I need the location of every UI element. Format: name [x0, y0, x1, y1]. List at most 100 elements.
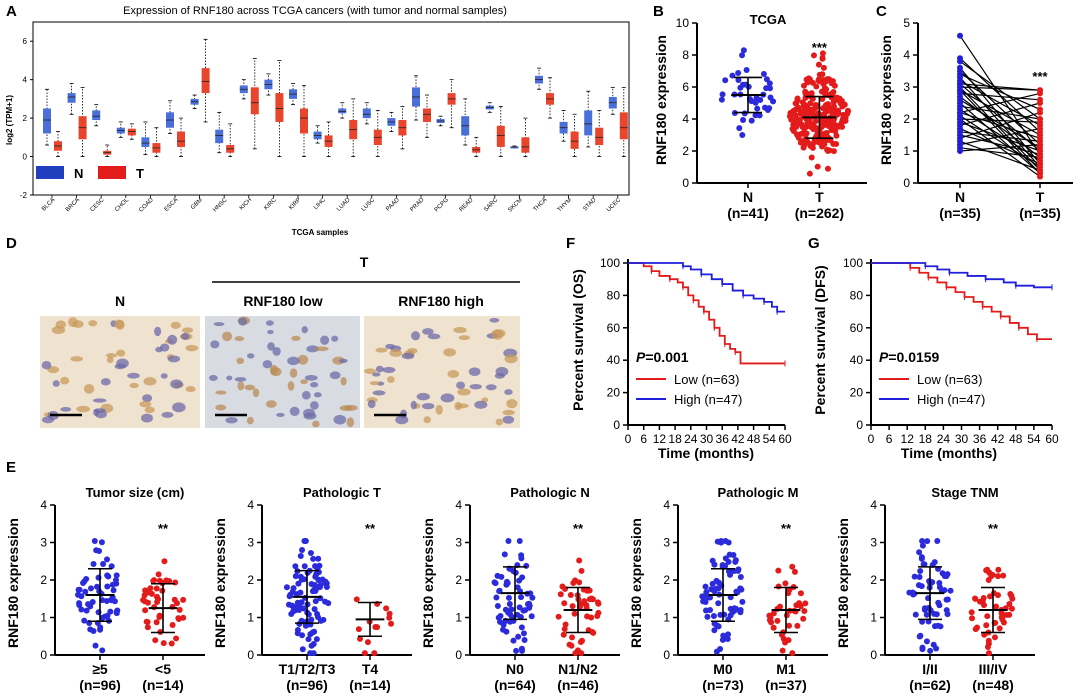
dot-series — [906, 538, 954, 654]
ihc-cell — [411, 331, 421, 341]
x-group-label: N0 — [506, 661, 524, 677]
a-box-n — [313, 125, 322, 144]
ihc-high-label: RNF180 high — [398, 293, 484, 309]
data-point — [981, 602, 988, 609]
legend-n-swatch — [36, 166, 64, 179]
a-box-t — [619, 86, 628, 157]
data-point — [820, 64, 827, 71]
x-group-count: (n=35) — [1019, 205, 1061, 221]
x-group-count: (n=35) — [939, 205, 981, 221]
a-box-n — [584, 90, 593, 148]
ihc-cell — [262, 360, 273, 369]
data-point — [730, 551, 737, 558]
a-box-t — [78, 86, 87, 157]
ihc-cell — [333, 414, 347, 425]
ihc-cell — [306, 345, 319, 353]
data-point — [581, 598, 588, 605]
ihc-cell — [491, 329, 504, 340]
data-point — [830, 148, 837, 155]
data-point — [797, 139, 804, 146]
ihc-cell — [447, 370, 460, 378]
data-point — [794, 622, 801, 629]
a-xtick-label: KIRC — [263, 197, 278, 212]
data-point — [290, 608, 297, 615]
data-point — [985, 650, 992, 657]
y-tick-label: 0 — [856, 418, 863, 432]
data-point — [156, 613, 163, 620]
data-point — [740, 117, 747, 124]
data-point — [109, 581, 116, 588]
ihc-cell — [340, 377, 347, 386]
panel-a-boxplot: Expression of RNF180 across TCGA cancers… — [5, 5, 630, 237]
y-tick-label: 60 — [850, 321, 864, 335]
data-point — [495, 614, 502, 621]
data-point — [794, 95, 801, 102]
data-point — [1009, 595, 1016, 602]
data-point — [104, 583, 111, 590]
data-point — [748, 117, 755, 124]
a-box-n — [215, 111, 224, 154]
a-box-n — [166, 100, 174, 134]
ihc-cell — [246, 416, 254, 425]
data-point — [310, 555, 317, 562]
data-point — [160, 640, 167, 647]
ihc-cell — [289, 406, 300, 416]
data-point — [719, 562, 726, 569]
data-point — [797, 590, 804, 597]
data-point — [523, 562, 530, 569]
a-xtick-label: SARC — [483, 197, 500, 214]
data-point — [513, 647, 520, 654]
data-point — [312, 598, 319, 605]
a-xtick-label: CHOL — [114, 197, 130, 213]
ihc-cell — [367, 400, 376, 409]
data-point — [724, 631, 731, 638]
data-point — [815, 61, 822, 68]
data-point — [923, 638, 930, 645]
data-point — [766, 105, 773, 112]
ihc-cell — [289, 368, 298, 378]
a-box-body — [619, 112, 628, 140]
data-point — [361, 650, 368, 657]
ihc-cell — [237, 381, 245, 391]
data-point — [1006, 611, 1013, 618]
a-box-body — [510, 146, 519, 149]
data-point — [141, 592, 148, 599]
dot-series — [699, 538, 746, 655]
panel-b-dotplot: TCGA RNF180 expression 0 2 4 6 8 10 N(n=41) T(n… — [653, 12, 867, 221]
ihc-cell — [454, 401, 462, 411]
a-box-body — [67, 93, 76, 103]
data-point — [508, 613, 515, 620]
data-point — [704, 613, 711, 620]
pair-line — [959, 83, 1041, 91]
ihc-cell — [427, 333, 441, 340]
data-point — [108, 597, 115, 604]
panel-a-title: Expression of RNF180 across TCGA cancers… — [123, 5, 507, 17]
y-tick-label: 3 — [663, 536, 670, 550]
data-point — [709, 557, 716, 564]
dot-series — [491, 538, 536, 654]
data-point — [996, 625, 1003, 632]
ihc-cell — [238, 317, 248, 326]
data-point — [98, 539, 105, 546]
a-xtick-label: THYM — [557, 197, 573, 213]
ihc-cell — [287, 381, 295, 391]
a-xtick-label: LIHC — [313, 197, 327, 211]
x-group-label: M0 — [713, 661, 733, 677]
a-xtick-label: BRCA — [65, 197, 81, 213]
data-point — [171, 596, 178, 603]
data-point — [816, 71, 823, 78]
data-point — [1000, 619, 1007, 626]
ihc-cell — [269, 364, 279, 375]
data-point — [713, 648, 720, 655]
data-point — [501, 551, 508, 558]
data-point — [500, 626, 507, 633]
data-point — [801, 107, 808, 114]
data-point — [782, 580, 789, 587]
data-point — [933, 611, 940, 618]
data-point — [91, 538, 98, 544]
data-point — [524, 601, 531, 608]
e-subplot-title: Tumor size (cm) — [86, 485, 185, 500]
y-tick-label: 0 — [870, 648, 877, 662]
data-point — [510, 637, 517, 644]
e-subplot-ylabel: RNF180 expression — [835, 518, 851, 648]
